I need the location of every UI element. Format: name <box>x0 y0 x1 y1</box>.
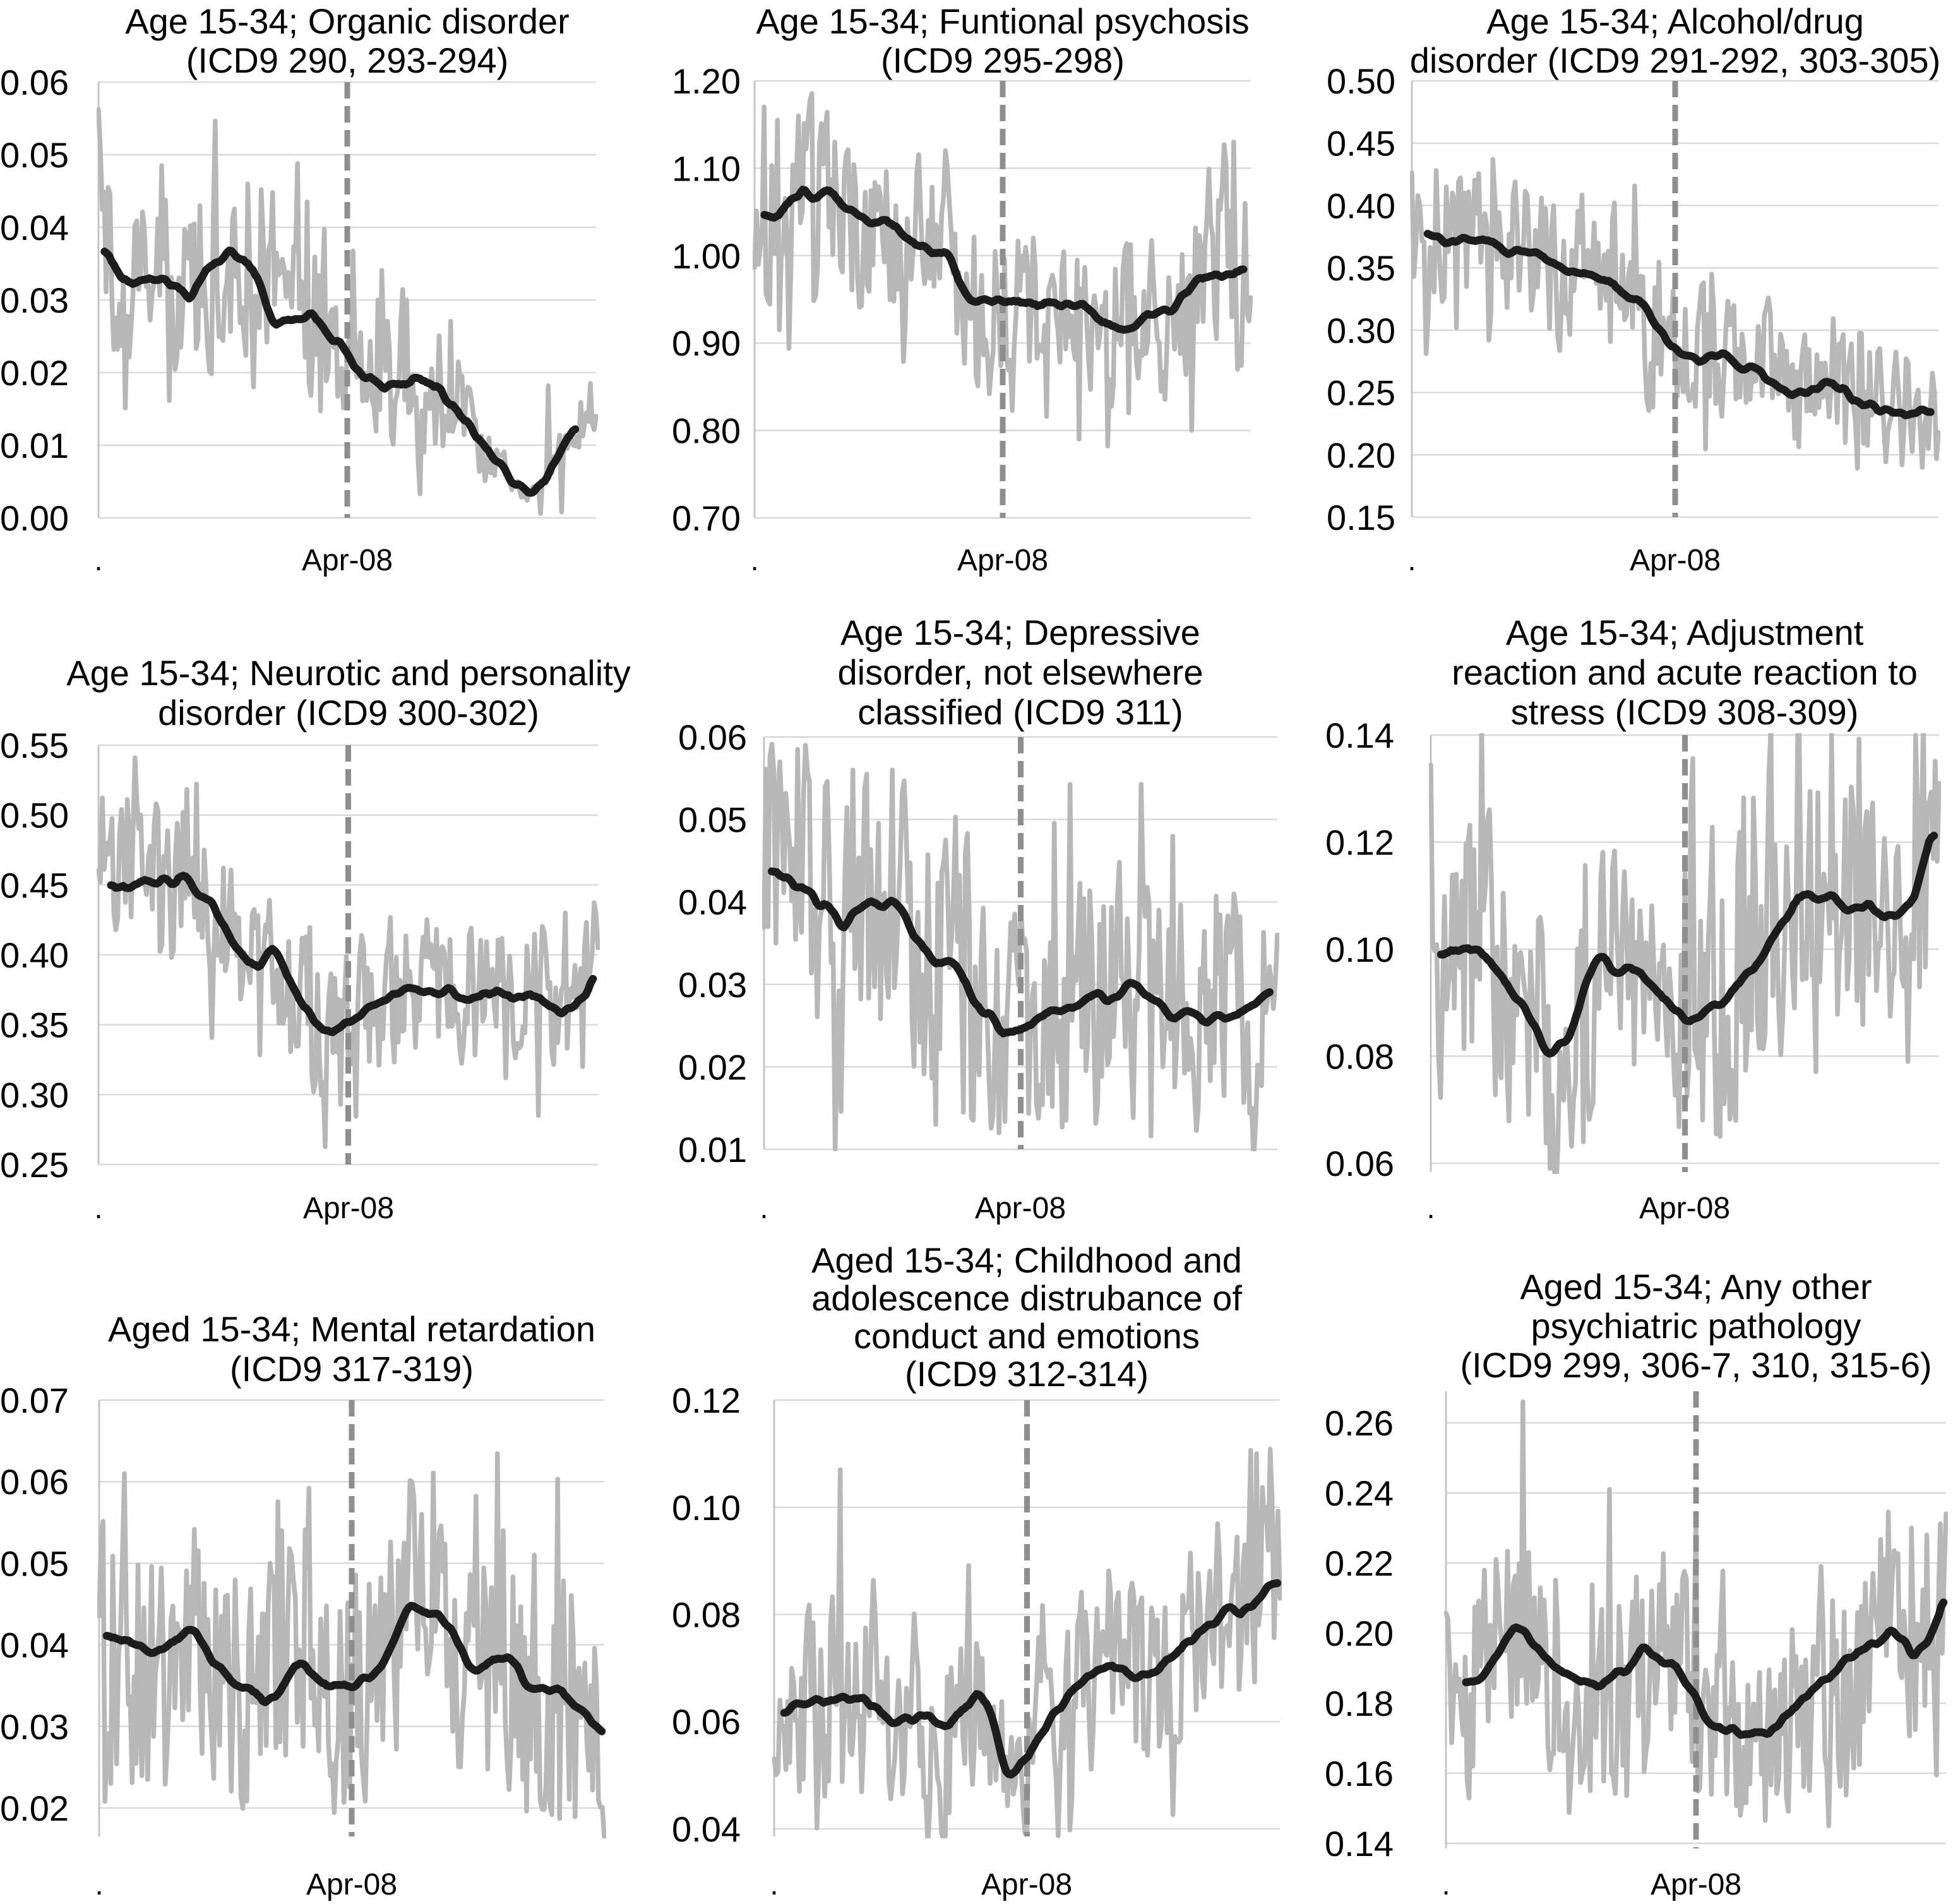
svg-text:Apr-08: Apr-08 <box>302 544 393 577</box>
svg-text:1.10: 1.10 <box>672 148 741 188</box>
svg-text:0.05: 0.05 <box>0 135 69 175</box>
svg-text:0.04: 0.04 <box>0 1626 69 1665</box>
svg-text:0.04: 0.04 <box>672 1809 741 1849</box>
svg-text:Apr-08: Apr-08 <box>306 1868 397 1901</box>
svg-text:0.08: 0.08 <box>1325 1037 1394 1077</box>
svg-text:Apr-08: Apr-08 <box>1639 1192 1730 1225</box>
svg-text:0.10: 0.10 <box>672 1488 741 1528</box>
svg-text:0.06: 0.06 <box>1325 1144 1394 1183</box>
svg-text:.: . <box>94 544 102 577</box>
svg-text:0.22: 0.22 <box>1325 1543 1394 1583</box>
svg-text:0.25: 0.25 <box>0 1145 69 1185</box>
svg-text:.: . <box>1442 1868 1450 1901</box>
svg-text:(ICD9 317-319): (ICD9 317-319) <box>230 1349 474 1389</box>
svg-text:(ICD9 299, 306-7, 310, 315-6): (ICD9 299, 306-7, 310, 315-6) <box>1460 1345 1932 1385</box>
svg-text:0.18: 0.18 <box>1325 1684 1394 1723</box>
svg-text:.: . <box>1407 544 1416 577</box>
svg-text:0.15: 0.15 <box>1327 498 1395 537</box>
svg-text:Aged 15-34; Any other: Aged 15-34; Any other <box>1520 1267 1872 1307</box>
svg-text:0.05: 0.05 <box>678 800 747 840</box>
svg-text:0.45: 0.45 <box>1327 124 1395 164</box>
svg-text:0.25: 0.25 <box>1327 373 1395 413</box>
svg-text:0.35: 0.35 <box>1327 248 1395 288</box>
svg-text:(ICD9 290, 293-294): (ICD9 290, 293-294) <box>186 40 509 80</box>
svg-text:classified (ICD9 311): classified (ICD9 311) <box>857 692 1183 732</box>
svg-text:0.12: 0.12 <box>1325 823 1394 863</box>
svg-text:0.02: 0.02 <box>678 1047 747 1087</box>
svg-text:Age 15-34; Alcohol/drug: Age 15-34; Alcohol/drug <box>1486 1 1864 41</box>
svg-text:Apr-08: Apr-08 <box>1651 1868 1741 1901</box>
svg-text:0.10: 0.10 <box>1325 930 1394 969</box>
svg-text:Age 15-34; Funtional psychosis: Age 15-34; Funtional psychosis <box>756 1 1249 41</box>
svg-text:0.40: 0.40 <box>0 935 69 975</box>
svg-text:0.14: 0.14 <box>1325 1824 1394 1864</box>
svg-text:0.30: 0.30 <box>1327 311 1395 350</box>
svg-text:0.02: 0.02 <box>0 1788 69 1828</box>
svg-text:0.06: 0.06 <box>678 717 747 757</box>
svg-text:0.40: 0.40 <box>1327 186 1395 225</box>
svg-text:1.20: 1.20 <box>672 61 741 101</box>
svg-text:disorder, not elsewhere: disorder, not elsewhere <box>837 652 1203 692</box>
svg-text:0.03: 0.03 <box>678 965 747 1005</box>
svg-text:0.02: 0.02 <box>0 353 69 393</box>
svg-text:0.35: 0.35 <box>0 1005 69 1045</box>
svg-text:0.04: 0.04 <box>0 208 69 248</box>
svg-text:(ICD9 295-298): (ICD9 295-298) <box>881 40 1125 80</box>
svg-text:0.20: 0.20 <box>1327 435 1395 475</box>
svg-text:Apr-08: Apr-08 <box>303 1192 394 1225</box>
svg-text:0.90: 0.90 <box>672 323 741 363</box>
svg-text:.: . <box>760 1192 768 1225</box>
svg-text:0.01: 0.01 <box>0 426 69 465</box>
svg-text:disorder (ICD9 300-302): disorder (ICD9 300-302) <box>158 693 539 733</box>
svg-text:psychiatric pathology: psychiatric pathology <box>1531 1306 1861 1346</box>
svg-text:0.06: 0.06 <box>0 1462 69 1502</box>
svg-text:0.00: 0.00 <box>0 498 69 538</box>
svg-text:disorder (ICD9 291-292, 303-30: disorder (ICD9 291-292, 303-305) <box>1410 40 1940 80</box>
svg-text:0.16: 0.16 <box>1325 1754 1394 1793</box>
svg-text:0.01: 0.01 <box>678 1130 747 1170</box>
svg-text:Age 15-34; Organic disorder: Age 15-34; Organic disorder <box>125 1 570 41</box>
svg-text:Apr-08: Apr-08 <box>1630 544 1721 577</box>
svg-text:.: . <box>94 1192 102 1225</box>
svg-text:0.06: 0.06 <box>672 1702 741 1742</box>
svg-text:.: . <box>1426 1192 1435 1225</box>
svg-text:0.03: 0.03 <box>0 280 69 320</box>
svg-text:0.03: 0.03 <box>0 1707 69 1747</box>
svg-text:0.80: 0.80 <box>672 411 741 451</box>
svg-text:0.26: 0.26 <box>1325 1403 1394 1443</box>
svg-text:.: . <box>750 544 758 577</box>
svg-text:Aged 15-34; Childhood and: Aged 15-34; Childhood and <box>811 1240 1242 1280</box>
svg-text:0.70: 0.70 <box>672 498 741 538</box>
svg-text:0.30: 0.30 <box>0 1075 69 1115</box>
svg-text:0.12: 0.12 <box>672 1380 741 1420</box>
svg-text:0.08: 0.08 <box>672 1595 741 1635</box>
svg-text:0.07: 0.07 <box>0 1380 69 1420</box>
svg-text:.: . <box>770 1868 778 1901</box>
svg-text:Age 15-34; Adjustment: Age 15-34; Adjustment <box>1506 613 1864 652</box>
svg-text:0.06: 0.06 <box>0 63 69 102</box>
svg-text:0.04: 0.04 <box>678 882 747 922</box>
svg-text:Apr-08: Apr-08 <box>957 544 1048 577</box>
svg-text:0.55: 0.55 <box>0 726 69 765</box>
svg-text:reaction and acute reaction to: reaction and acute reaction to <box>1452 652 1918 692</box>
svg-text:0.24: 0.24 <box>1325 1473 1394 1513</box>
svg-text:0.45: 0.45 <box>0 865 69 905</box>
svg-text:0.20: 0.20 <box>1325 1614 1394 1653</box>
svg-text:Aged 15-34; Mental retardation: Aged 15-34; Mental retardation <box>108 1309 595 1349</box>
svg-text:Age 15-34; Neurotic and person: Age 15-34; Neurotic and personality <box>66 653 630 693</box>
svg-text:0.05: 0.05 <box>0 1543 69 1583</box>
svg-text:(ICD9 312-314): (ICD9 312-314) <box>905 1354 1149 1394</box>
svg-text:Apr-08: Apr-08 <box>975 1192 1066 1225</box>
svg-text:0.14: 0.14 <box>1325 715 1394 755</box>
svg-text:.: . <box>95 1868 103 1901</box>
svg-text:0.50: 0.50 <box>0 796 69 835</box>
svg-text:1.00: 1.00 <box>672 236 741 276</box>
svg-text:Age 15-34; Depressive: Age 15-34; Depressive <box>840 613 1200 652</box>
svg-text:Apr-08: Apr-08 <box>981 1868 1072 1901</box>
svg-text:adolescence distrubance of: adolescence distrubance of <box>811 1278 1242 1318</box>
svg-text:0.50: 0.50 <box>1327 61 1395 101</box>
svg-text:conduct and emotions: conduct and emotions <box>854 1316 1200 1356</box>
svg-text:stress (ICD9 308-309): stress (ICD9 308-309) <box>1511 692 1859 732</box>
